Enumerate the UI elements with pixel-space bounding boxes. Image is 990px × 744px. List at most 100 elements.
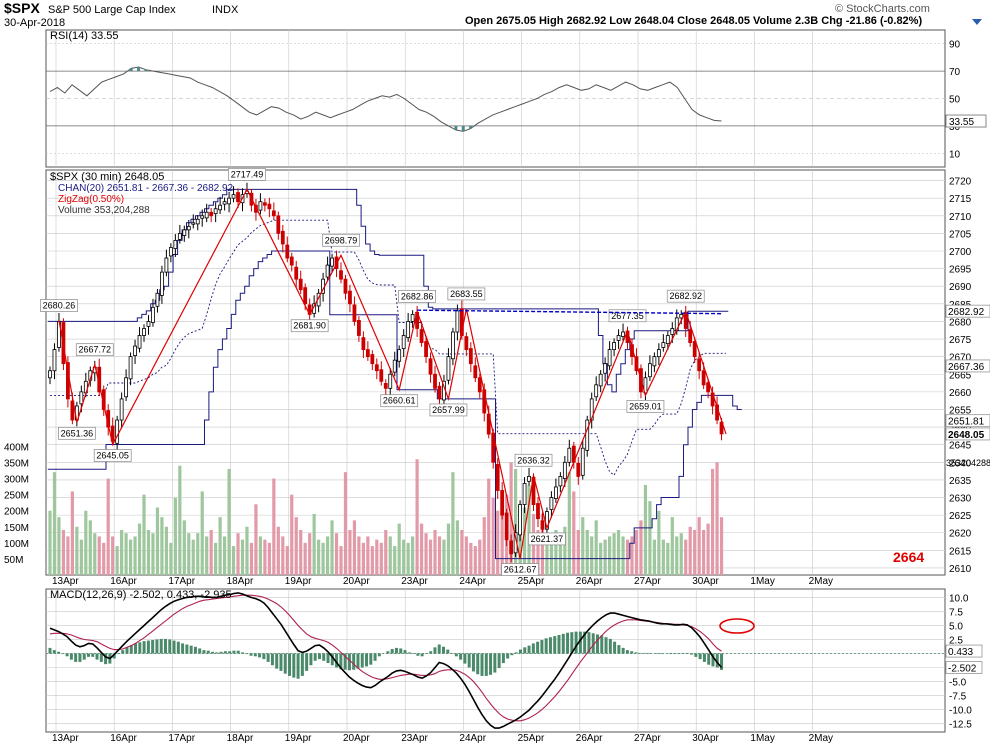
price-right-box (945, 414, 990, 428)
macd-histogram-bar (489, 653, 493, 675)
macd-histogram-bar (146, 640, 150, 654)
macd-histogram-bar (74, 653, 78, 662)
zigzag-label: 2612.67 (504, 565, 537, 575)
volume-bar (151, 533, 155, 575)
volume-bar (500, 507, 504, 575)
volume-bar (48, 510, 52, 575)
macd-tick-label: -7.5 (949, 692, 967, 703)
macd-histogram-bar (403, 650, 407, 654)
candle-body (294, 266, 299, 280)
channel-middle-line (50, 219, 726, 476)
macd-histogram-bar (240, 652, 244, 654)
x-tick-label: 19Apr (285, 576, 312, 587)
candle-body (648, 363, 652, 378)
macd-histogram-bar (104, 653, 108, 665)
volume-bar (187, 533, 191, 575)
candle-body (119, 398, 124, 421)
volume-bar (370, 546, 374, 575)
macd-histogram-bar (407, 652, 411, 654)
macd-histogram-bar (630, 651, 634, 654)
zigzag-label-box (528, 532, 566, 546)
candle-body (424, 341, 428, 358)
price-tick-label: 2705 (949, 229, 972, 240)
dropdown-arrow-icon[interactable] (972, 19, 982, 25)
volume-bar (155, 507, 160, 575)
volume-bar (124, 533, 128, 575)
volume-bar (437, 536, 442, 575)
volume-bar (348, 530, 352, 575)
x-tick-label: 30Apr (692, 576, 719, 587)
macd-histogram-bar (305, 653, 309, 671)
candle-body (428, 358, 433, 375)
candle-body (518, 504, 522, 536)
volume-bar (428, 539, 433, 575)
volume-bar (93, 533, 97, 575)
candle-body (522, 483, 527, 505)
candle-body (670, 328, 675, 335)
macd-histogram-bar (330, 653, 334, 666)
volume-bar (115, 546, 119, 575)
volume-bar (710, 468, 715, 575)
volume-bar (482, 517, 486, 575)
volume-bar (719, 517, 724, 575)
volume-bar (352, 520, 357, 575)
zigzag-label-box (666, 289, 705, 303)
macd-histogram-bar (300, 653, 304, 676)
volume-bar (419, 523, 424, 575)
macd-histogram-bar (339, 653, 343, 670)
rsi-last-label: 33.55 (949, 117, 974, 128)
macd-histogram-bar (463, 653, 467, 664)
macd-histogram-bar (313, 653, 317, 661)
candle-body (110, 425, 115, 442)
macd-histogram-bar (78, 653, 82, 662)
volume-bar (88, 520, 92, 575)
candle-body (536, 503, 540, 520)
macd-histogram-bar (450, 652, 454, 654)
x-tick-label: 26Apr (576, 733, 603, 744)
candle-body (589, 398, 594, 421)
zigzag-label-box (514, 453, 553, 467)
volume-bar (84, 510, 88, 575)
macd-histogram-bar (279, 653, 283, 671)
zigzag-label: 2680.26 (43, 301, 76, 311)
zigzag-label: 2681.90 (293, 321, 326, 331)
macd-histogram-bar (690, 653, 694, 655)
candle-body (379, 369, 384, 382)
price-tick-label: 2640 (949, 458, 972, 469)
price-tick-label: 2630 (949, 494, 972, 505)
candle-body (280, 230, 285, 245)
zigzag-label-box (290, 319, 329, 333)
macd-histogram-bar (476, 653, 480, 675)
volume-bar (254, 504, 258, 575)
candle-body (128, 356, 133, 380)
zigzag-label: 2660.61 (383, 396, 416, 406)
macd-histogram-bar (326, 653, 330, 664)
macd-histogram-bar (437, 644, 441, 654)
volume-bar (178, 465, 182, 575)
volume-bar (415, 459, 419, 575)
candle-body (451, 331, 455, 360)
volume-bar (182, 520, 186, 575)
candle-body (213, 208, 218, 215)
macd-histogram-bar (236, 650, 240, 654)
macd-histogram-bar (386, 651, 390, 654)
x-tick-label: 27Apr (634, 733, 661, 744)
volume-bar (79, 539, 83, 575)
macd-histogram-bar (677, 653, 681, 655)
volume-bar (451, 472, 455, 575)
volume-bar (200, 491, 204, 575)
volume-bar (128, 539, 133, 575)
zigzag-label: 2657.99 (432, 405, 465, 415)
candle-body (406, 321, 411, 339)
volume-bar (357, 536, 361, 575)
zigzag-label: 2717.49 (231, 169, 264, 179)
macd-histogram-bar (99, 653, 103, 662)
volume-bar (249, 542, 254, 575)
macd-histogram-bar (548, 637, 552, 654)
candle-body (236, 192, 240, 203)
rsi-tick-label: 90 (949, 40, 961, 51)
macd-tick-label: 7.5 (949, 607, 963, 618)
macd-histogram-bar (643, 652, 647, 654)
candle-body (285, 244, 290, 259)
